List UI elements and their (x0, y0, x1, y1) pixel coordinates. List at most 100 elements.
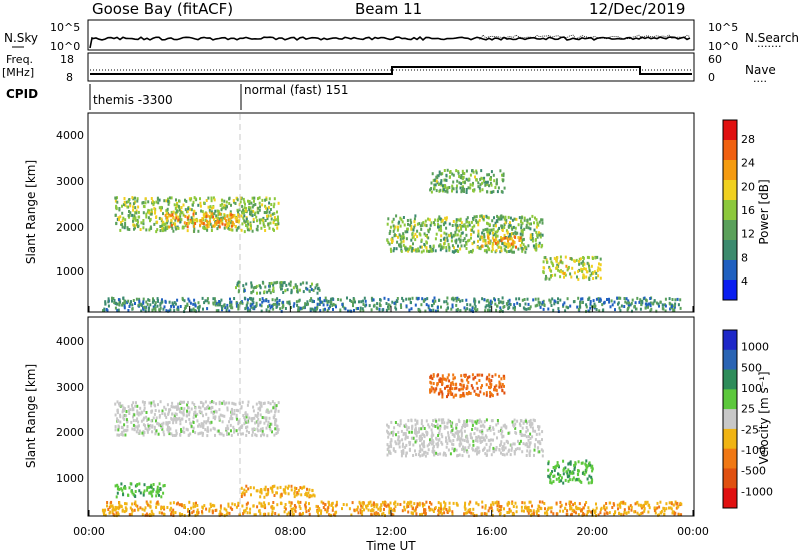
data-cell (212, 416, 215, 420)
data-cell (658, 304, 660, 308)
data-cell (264, 285, 267, 289)
data-cell (449, 387, 452, 390)
data-cell (673, 308, 676, 312)
data-cell (130, 300, 132, 304)
data-cell (132, 205, 135, 209)
data-cell (113, 299, 116, 302)
data-cell (558, 480, 561, 483)
data-cell (137, 413, 140, 417)
data-cell (217, 220, 220, 224)
data-cell (126, 425, 129, 428)
data-cell (279, 307, 282, 311)
data-cell (125, 507, 128, 511)
colorbar-segment (723, 468, 737, 489)
data-cell (514, 426, 517, 430)
data-cell (359, 502, 362, 506)
data-cell (550, 481, 553, 485)
data-cell (472, 377, 475, 381)
data-cell (492, 446, 495, 450)
data-cell (569, 460, 572, 464)
data-cell (672, 308, 675, 312)
data-cell (461, 186, 464, 190)
data-cell (477, 223, 480, 227)
data-cell (443, 169, 446, 172)
data-cell (530, 421, 533, 425)
data-cell (261, 429, 264, 433)
data-cell (274, 423, 277, 427)
data-cell (523, 227, 526, 231)
data-cell (434, 425, 437, 428)
data-cell (274, 223, 277, 226)
data-cell (443, 451, 445, 455)
data-cell (451, 428, 454, 432)
data-cell (200, 221, 203, 224)
data-cell (400, 454, 403, 458)
velocity-plot (101, 318, 683, 518)
data-cell (521, 233, 524, 237)
data-cell (175, 205, 178, 209)
data-cell (465, 439, 468, 443)
data-cell (217, 303, 220, 307)
data-cell (146, 486, 149, 490)
data-cell (677, 504, 680, 508)
data-cell (503, 374, 506, 378)
freq-panel-frame (87, 52, 695, 82)
data-cell (318, 303, 321, 306)
data-cell (160, 225, 163, 228)
data-cell (387, 503, 390, 507)
data-cell (654, 507, 657, 511)
data-cell (494, 234, 497, 238)
data-cell (599, 508, 602, 512)
data-cell (107, 300, 110, 304)
data-cell (474, 305, 477, 309)
data-cell (156, 297, 159, 301)
data-cell (514, 226, 517, 230)
data-cell (491, 419, 494, 423)
data-cell (104, 302, 107, 306)
data-cell (388, 511, 391, 515)
data-cell (256, 291, 258, 295)
data-cell (549, 480, 552, 484)
data-cell (269, 426, 272, 430)
data-cell (590, 510, 593, 514)
data-cell (575, 511, 577, 515)
data-cell (388, 432, 391, 436)
data-cell (449, 452, 452, 456)
velocity-ytick-4000: 4000 (56, 335, 84, 348)
data-cell (506, 440, 509, 444)
data-cell (518, 422, 521, 426)
data-cell (243, 219, 246, 223)
data-cell (235, 219, 238, 223)
data-cell (589, 300, 592, 303)
data-cell (563, 301, 566, 305)
data-cell (269, 486, 272, 490)
data-cell (125, 200, 128, 204)
data-cell (655, 301, 658, 305)
data-cell (512, 505, 515, 508)
data-cell (521, 238, 524, 242)
data-cell (250, 281, 253, 285)
data-cell (186, 403, 189, 407)
data-cell (494, 221, 497, 225)
data-cell (501, 448, 504, 452)
data-cell (220, 208, 223, 212)
data-cell (185, 199, 188, 203)
cpid-mode-2: normal (fast) 151 (244, 83, 348, 97)
data-cell (219, 300, 222, 304)
data-cell (548, 298, 551, 302)
data-cell (312, 493, 315, 497)
data-cell (392, 217, 395, 221)
data-cell (360, 300, 363, 304)
data-cell (579, 257, 582, 261)
data-cell (152, 416, 155, 420)
data-cell (144, 201, 147, 205)
data-cell (508, 232, 511, 236)
data-cell (620, 500, 623, 504)
data-cell (456, 431, 459, 434)
data-cell (577, 473, 580, 477)
power-plot (102, 114, 682, 313)
data-cell (485, 299, 488, 303)
data-cell (448, 379, 451, 383)
data-cell (560, 260, 563, 264)
data-cell (390, 249, 393, 253)
